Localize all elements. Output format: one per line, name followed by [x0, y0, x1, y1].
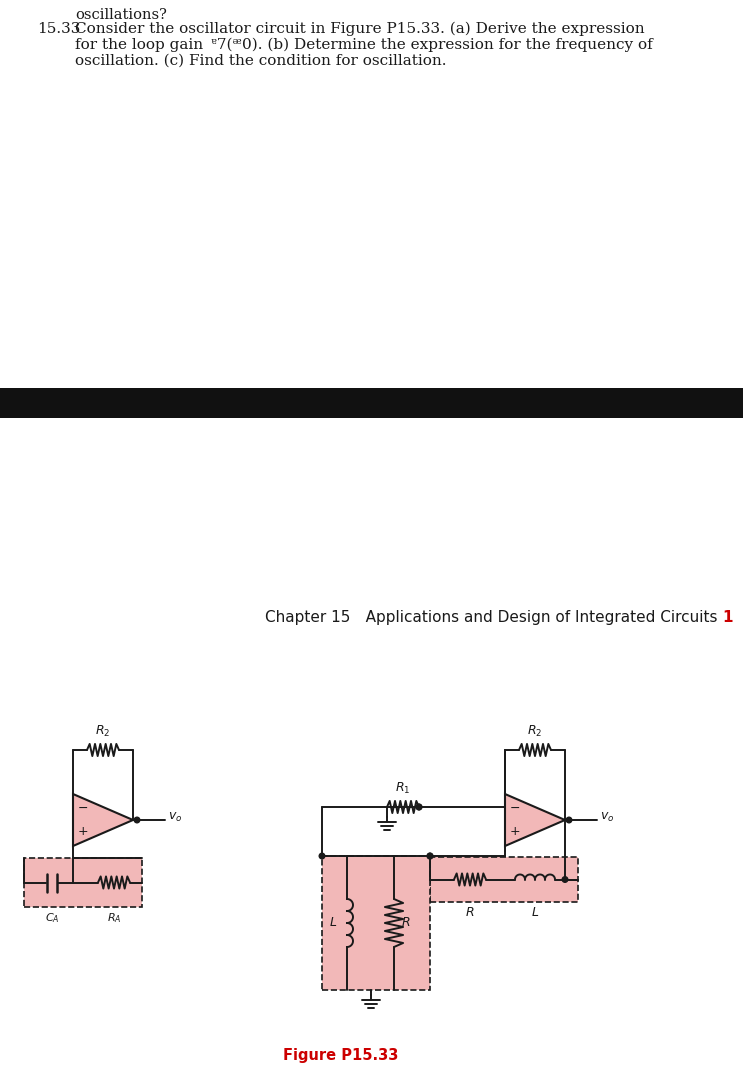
- Text: for the loop gain  ᵄ7(ᵆ0). (b) Determine the expression for the frequency of: for the loop gain ᵄ7(ᵆ0). (b) Determine …: [75, 38, 653, 53]
- Bar: [322, 856, 430, 990]
- Text: Consider the oscillator circuit in Figure P15.33. (a) Derive the expression: Consider the oscillator circuit in Figur…: [75, 22, 645, 37]
- Text: $R_1$: $R_1$: [395, 781, 411, 796]
- Text: +: +: [510, 825, 521, 838]
- Text: 15.33: 15.33: [37, 22, 80, 36]
- Bar: [0, 388, 743, 418]
- Circle shape: [566, 818, 572, 823]
- Text: $v_o$: $v_o$: [168, 810, 182, 824]
- Text: $R_2$: $R_2$: [95, 724, 111, 739]
- Text: $v_o$: $v_o$: [600, 810, 614, 824]
- Text: $R_2$: $R_2$: [528, 724, 542, 739]
- Circle shape: [134, 818, 140, 823]
- Text: $R$: $R$: [401, 917, 411, 930]
- Text: −: −: [78, 801, 88, 814]
- Text: −: −: [510, 801, 521, 814]
- Text: 1: 1: [722, 610, 733, 625]
- Circle shape: [562, 877, 568, 882]
- Text: oscillations?: oscillations?: [75, 8, 167, 22]
- Bar: [430, 858, 578, 902]
- Text: +: +: [78, 825, 88, 838]
- Circle shape: [416, 805, 422, 810]
- Text: $L$: $L$: [329, 917, 337, 930]
- Circle shape: [319, 853, 325, 859]
- Circle shape: [427, 853, 433, 859]
- Bar: [24, 858, 142, 907]
- Circle shape: [427, 853, 433, 859]
- Text: $R_A$: $R_A$: [107, 912, 121, 924]
- Polygon shape: [73, 794, 133, 846]
- Polygon shape: [505, 794, 565, 846]
- Text: $R$: $R$: [465, 906, 475, 919]
- Text: Chapter 15  Applications and Design of Integrated Circuits: Chapter 15 Applications and Design of In…: [265, 610, 718, 625]
- Text: oscillation. (c) Find the condition for oscillation.: oscillation. (c) Find the condition for …: [75, 54, 447, 68]
- Text: Figure P15.33: Figure P15.33: [283, 1048, 398, 1063]
- Text: $L$: $L$: [531, 906, 539, 919]
- Circle shape: [416, 805, 422, 810]
- Text: $C_A$: $C_A$: [45, 912, 59, 924]
